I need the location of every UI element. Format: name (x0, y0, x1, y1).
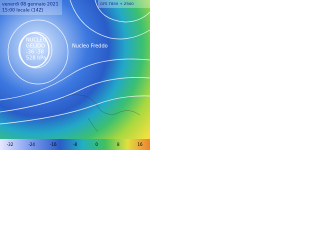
weather-map: venerdì 08 gennaio 2021 15:00 locale (14… (0, 0, 151, 150)
temperature-field (0, 0, 150, 150)
left-label: GELIDO (26, 44, 45, 50)
date: venerdì 08 gennaio 2021 (2, 1, 59, 8)
left-label: -36 -38 (26, 50, 44, 56)
cold-core-outline (18, 32, 50, 68)
left-label: 528 hPa (26, 56, 46, 62)
colorbar-label: -32 (7, 142, 14, 147)
right-label: Nucleo Freddo (72, 44, 108, 50)
colorbar-label: 16 (137, 142, 143, 147)
colorbar-label: -8 (73, 142, 77, 147)
colorbar-label: -16 (50, 142, 57, 147)
source: GFS T850 + Z500 (100, 1, 134, 6)
source-box (98, 0, 150, 8)
colorbar-label: 8 (117, 142, 120, 147)
isohypses (0, 0, 151, 125)
colorbar-label: -24 (28, 142, 35, 147)
colorbar-labels: -32 -24 -16 -8 0 8 16 (7, 142, 143, 147)
time: 15:00 locale (14Z) (2, 8, 44, 14)
header-box (0, 0, 62, 15)
colorbar-label: 0 (95, 142, 98, 147)
left-label: NUCLEO (26, 38, 47, 44)
colorbar (0, 139, 150, 150)
coastlines (59, 94, 141, 133)
